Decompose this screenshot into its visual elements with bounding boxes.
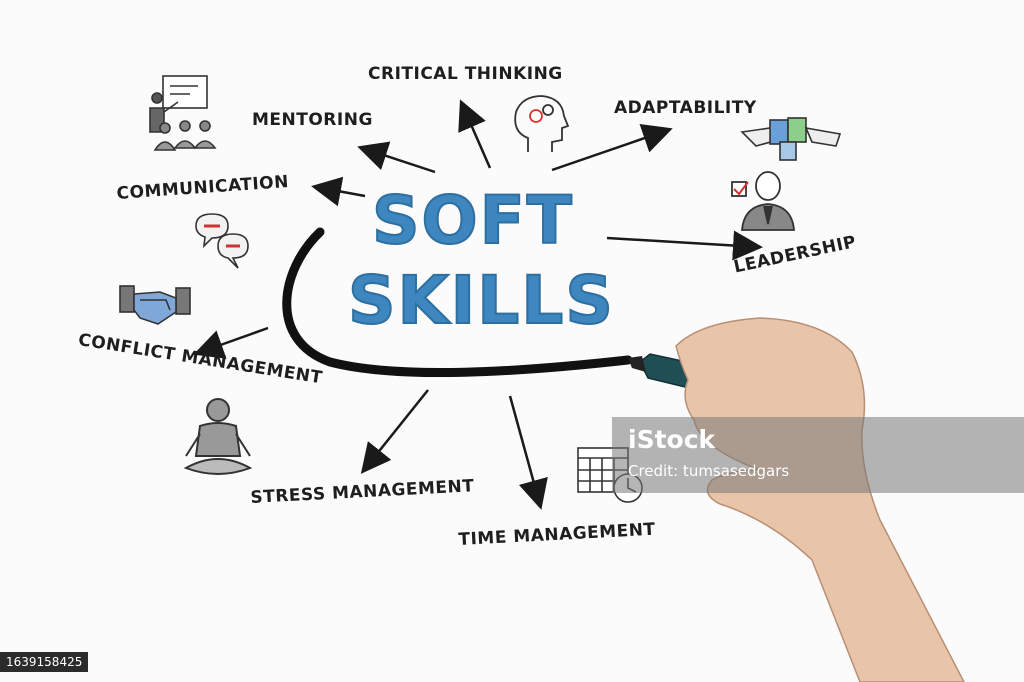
watermark-credit: Credit: tumsasedgars — [628, 462, 790, 480]
marker-swoosh-stroke — [282, 227, 633, 378]
chat-bubbles-icon — [195, 213, 249, 269]
stock-id-badge: 1639158425 — [0, 652, 89, 672]
label-adaptability: ADAPTABILITY — [614, 98, 757, 118]
watermark-logo: iStock — [628, 425, 716, 454]
puzzle-hands-icon — [740, 117, 842, 161]
arrow-time-management — [508, 395, 548, 510]
arrows — [193, 99, 763, 510]
handshake-icon — [119, 285, 191, 325]
hand — [675, 317, 965, 682]
arrow-stress-management — [360, 389, 429, 474]
head-gears-icon — [514, 95, 570, 152]
arrow-adaptability — [551, 123, 673, 172]
arrow-conflict-management — [193, 326, 269, 359]
label-mentoring: MENTORING — [252, 110, 373, 130]
arrow-communication — [311, 176, 366, 207]
hand-with-marker — [628, 317, 965, 682]
soft-skills-title-line1: SOFT — [371, 181, 574, 260]
meditation-icon — [183, 398, 253, 475]
arrow-leadership — [606, 230, 763, 261]
watermark-band — [612, 417, 1024, 493]
label-critical-thinking: CRITICAL THINKING — [368, 64, 563, 84]
arrow-critical-thinking — [458, 99, 492, 169]
arrow-mentoring — [357, 141, 436, 174]
presentation-icon — [149, 75, 217, 151]
businessman-icon — [731, 171, 795, 231]
soft-skills-title-line2: SKILLS — [347, 261, 615, 340]
marker-tip — [628, 356, 646, 372]
